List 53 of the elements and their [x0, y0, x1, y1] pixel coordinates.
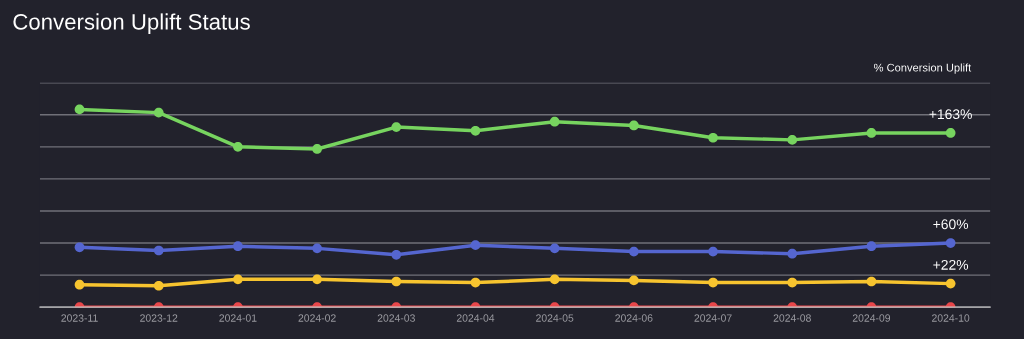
point [787, 248, 798, 259]
point [312, 274, 322, 285]
x-tick-label: 2024-08 [773, 314, 811, 322]
x-tick-label: 2023-12 [140, 314, 178, 322]
point [945, 128, 956, 138]
x-tick-label: 2024-03 [377, 314, 415, 322]
x-tick-label: 2024-10 [932, 314, 970, 322]
point [233, 274, 243, 285]
point [74, 104, 85, 115]
point [628, 275, 639, 286]
point [549, 274, 560, 285]
point [74, 242, 85, 253]
point [470, 277, 481, 288]
point [708, 246, 718, 257]
point [945, 238, 956, 248]
point [628, 120, 639, 131]
point [787, 135, 798, 145]
point [391, 276, 402, 287]
point [866, 128, 877, 138]
point [312, 144, 322, 154]
point [233, 241, 243, 252]
point [391, 122, 402, 132]
x-tick-label: 2024-05 [536, 314, 574, 322]
y-axis-title: % Conversion Uplift [874, 63, 972, 74]
point [391, 249, 402, 260]
point [233, 141, 243, 152]
data-label: +22% [933, 259, 969, 270]
x-tick-label: 2024-01 [219, 314, 257, 322]
point [153, 245, 164, 256]
point [74, 279, 85, 290]
point [549, 116, 560, 127]
point [153, 107, 164, 118]
point [549, 243, 560, 254]
x-tick-label: 2024-04 [456, 314, 495, 322]
x-tick-label: 2023-11 [61, 314, 98, 322]
point [945, 278, 956, 289]
data-label: +163% [929, 109, 972, 120]
x-tick-label: 2024-09 [852, 314, 891, 322]
point [866, 276, 877, 287]
point [470, 240, 481, 251]
x-tick-label: 2024-06 [615, 314, 653, 322]
data-label: +60% [933, 219, 969, 230]
point [708, 277, 718, 288]
point [153, 280, 164, 291]
point [628, 246, 639, 257]
point [470, 125, 481, 136]
point [312, 243, 322, 254]
chart-title: Conversion Uplift Status [13, 13, 250, 35]
point [708, 132, 718, 143]
point [787, 277, 798, 288]
x-tick-label: 2024-02 [298, 314, 336, 322]
x-tick-label: 2024-07 [694, 314, 732, 322]
point [866, 241, 877, 252]
